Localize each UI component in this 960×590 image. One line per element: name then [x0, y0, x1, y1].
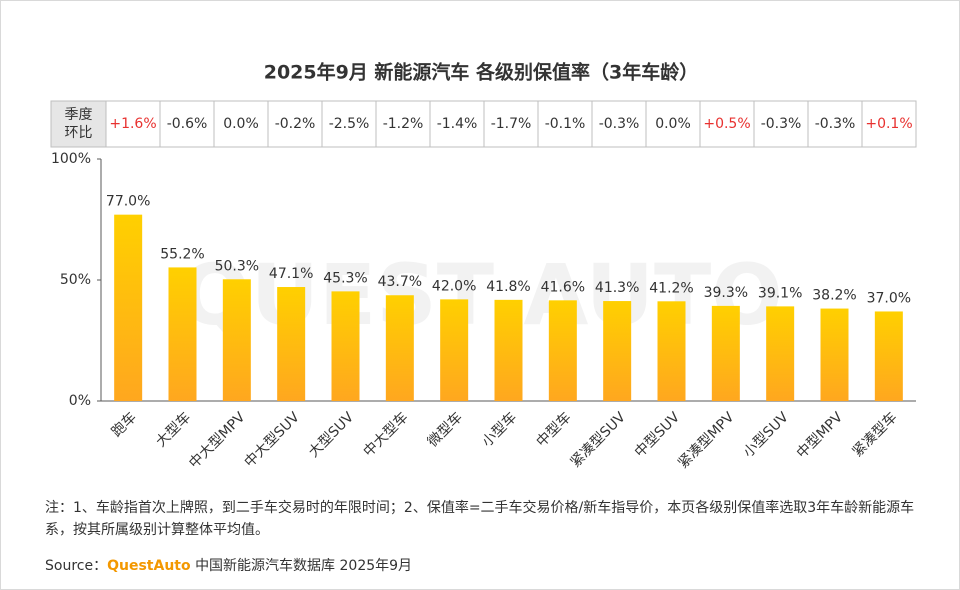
source: Source：QuestAuto 中国新能源汽车数据库 2025年9月	[45, 555, 412, 575]
table-cell	[807, 100, 863, 148]
table-cell	[645, 100, 701, 148]
x-tick-label: 中型MPV	[794, 409, 847, 462]
table-cell	[429, 100, 485, 148]
table-cell-text: +0.5%	[703, 116, 750, 132]
y-tick-label: 100%	[51, 151, 91, 167]
bar	[440, 299, 469, 401]
bar	[711, 305, 740, 401]
table-cell	[861, 100, 917, 148]
table-cell-text: +1.6%	[109, 116, 156, 132]
table-cell-text: -2.5%	[329, 116, 370, 132]
table-cell-text: -0.3%	[761, 116, 802, 132]
bar	[766, 306, 795, 401]
source-label: Source：	[45, 558, 108, 574]
x-tick-label: 小型车	[478, 409, 520, 451]
chart-title: 2025年9月 新能源汽车 各级别保值率（3年车龄）	[264, 61, 699, 84]
bar	[277, 287, 306, 401]
table-cell-text: -0.3%	[599, 116, 640, 132]
x-tick-label: 紧凑型车	[849, 409, 901, 461]
table-cell-text: -1.7%	[491, 116, 532, 132]
value-label: 45.3%	[323, 270, 367, 286]
table-cell	[213, 100, 269, 148]
bar	[820, 308, 849, 401]
table-cell	[321, 100, 377, 148]
bar	[114, 214, 143, 401]
bar	[331, 291, 360, 401]
table-cell	[483, 100, 539, 148]
value-label: 41.2%	[649, 280, 693, 296]
x-tick-label: 中大型SUV	[242, 409, 304, 471]
bar	[874, 311, 903, 401]
value-label: 39.3%	[704, 285, 748, 301]
x-tick-label: 中型SUV	[632, 409, 684, 461]
table-cell	[591, 100, 647, 148]
note: 注：1、车龄指首次上牌照，到二手车交易时的年限时间；2、保值率=二手车交易价格/…	[45, 500, 915, 538]
value-label: 50.3%	[215, 258, 259, 274]
bar	[168, 267, 197, 401]
table-cell-text: -0.2%	[275, 116, 316, 132]
table-cell	[537, 100, 593, 148]
bar	[548, 300, 577, 401]
y-tick-label: 50%	[60, 272, 91, 288]
table-cell	[699, 100, 755, 148]
table-header-text: 环比	[65, 125, 93, 141]
bar	[657, 301, 686, 401]
x-tick-label: 大型车	[152, 409, 194, 451]
table-cell	[105, 100, 161, 148]
value-label: 41.8%	[486, 279, 530, 295]
value-label: 47.1%	[269, 266, 313, 282]
value-label: 39.1%	[758, 285, 802, 301]
table-cell-text: 0.0%	[223, 116, 259, 132]
value-label: 37.0%	[867, 290, 911, 306]
table-cell-text: -0.6%	[167, 116, 208, 132]
value-label: 77.0%	[106, 194, 150, 210]
bar	[385, 295, 414, 401]
x-tick-label: 跑车	[108, 409, 140, 441]
value-label: 41.6%	[541, 279, 585, 295]
table-cell	[267, 100, 323, 148]
x-tick-label: 小型SUV	[740, 409, 792, 461]
bar	[603, 301, 632, 401]
value-label: 38.2%	[812, 288, 856, 304]
x-tick-label: 紧凑型SUV	[567, 408, 629, 470]
x-tick-label: 中大型车	[360, 409, 412, 461]
table-cell-text: 0.0%	[655, 116, 691, 132]
bar	[222, 279, 251, 401]
y-tick-label: 0%	[69, 393, 91, 409]
table-cell-text: +0.1%	[865, 116, 912, 132]
table-cell-text: -0.3%	[815, 116, 856, 132]
value-label: 55.2%	[160, 246, 204, 262]
table-cell	[753, 100, 809, 148]
value-label: 42.0%	[432, 278, 476, 294]
bar	[494, 299, 523, 401]
table-cell-text: -1.2%	[383, 116, 424, 132]
table-cell-text: -0.1%	[545, 116, 586, 132]
x-tick-label: 中型车	[533, 409, 575, 451]
x-tick-label: 紧凑型MPV	[674, 408, 737, 471]
x-tick-label: 微型车	[424, 409, 466, 451]
source-text: 中国新能源汽车数据库 2025年9月	[195, 558, 413, 574]
value-label: 41.3%	[595, 280, 639, 296]
source-brand: QuestAuto	[107, 558, 191, 574]
x-tick-label: 大型SUV	[306, 409, 358, 461]
table-header-text: 季度	[65, 107, 93, 123]
x-tick-label: 中大型MPV	[186, 409, 249, 472]
table-cell-text: -1.4%	[437, 116, 478, 132]
table-header-cell	[50, 100, 107, 148]
value-label: 43.7%	[378, 274, 422, 290]
